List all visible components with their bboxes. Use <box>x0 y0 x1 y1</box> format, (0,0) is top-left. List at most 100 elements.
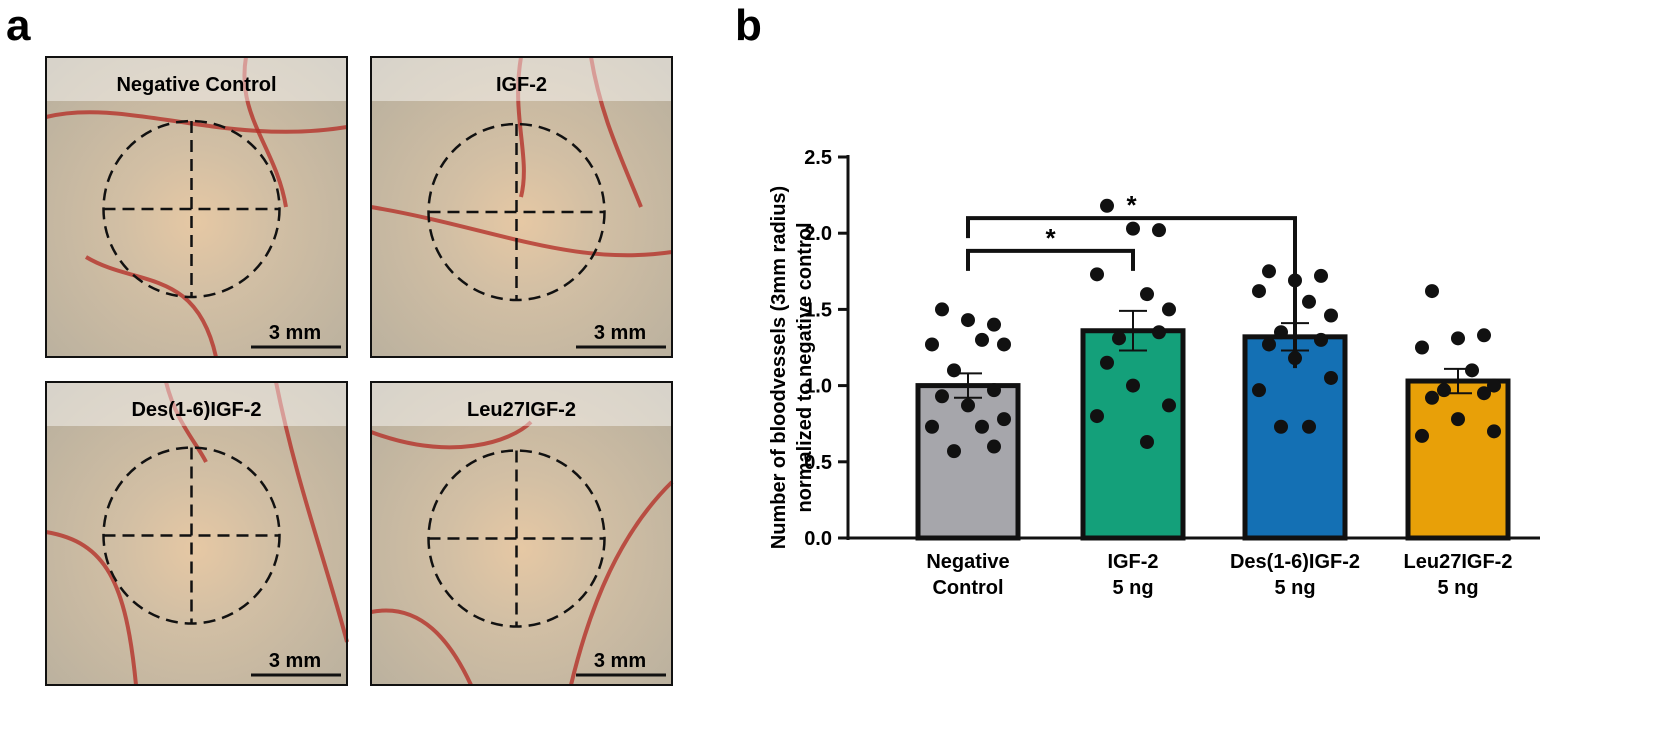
data-point <box>1425 284 1439 299</box>
title-band <box>46 382 347 426</box>
data-point <box>1252 383 1266 398</box>
y-tick-label: 1.5 <box>804 299 832 321</box>
vessel <box>242 56 288 208</box>
data-point <box>987 383 1001 398</box>
data-point <box>1487 424 1501 439</box>
photo-panel: Leu27IGF-2 3 mm <box>370 381 674 686</box>
vessel <box>370 420 533 450</box>
vessel <box>45 530 138 686</box>
data-point <box>987 317 1001 332</box>
data-point <box>1274 419 1288 434</box>
significance-bracket <box>966 248 1135 271</box>
y-tick-label: 0.5 <box>804 452 832 474</box>
x-tick-label: Control <box>932 577 1003 599</box>
data-point <box>1324 308 1338 323</box>
y-axis-label-line: Number of bloodvessels (3mm radius) <box>768 186 790 549</box>
data-point <box>1302 294 1316 309</box>
data-point <box>1162 302 1176 317</box>
data-point <box>1477 328 1491 343</box>
photo <box>46 57 347 357</box>
data-point <box>1274 325 1288 340</box>
y-tick-label: 1.0 <box>804 376 832 398</box>
photo-panel: Negative Control 3 mm <box>45 56 348 358</box>
data-point <box>1140 434 1154 449</box>
data-point <box>1415 428 1429 443</box>
photo-title: Des(1-6)IGF-2 <box>131 399 261 421</box>
data-point <box>925 419 939 434</box>
scale-label: 3 mm <box>594 650 646 672</box>
y-axis-label: Number of bloodvessels (3mm radius) norma… <box>768 186 816 549</box>
data-point <box>1451 331 1465 346</box>
y-tick-label: 0.0 <box>804 528 832 550</box>
photo <box>371 57 672 357</box>
significance-label: * <box>1045 223 1056 253</box>
data-point <box>1437 383 1451 398</box>
photo-title: Leu27IGF-2 <box>467 399 576 421</box>
photo-title: IGF-2 <box>496 74 547 96</box>
x-tick-label: IGF-2 <box>1107 551 1158 573</box>
data-point <box>961 398 975 413</box>
data-point <box>935 302 949 317</box>
data-point <box>975 419 989 434</box>
scale-label: 3 mm <box>594 322 646 344</box>
data-point <box>1302 419 1316 434</box>
x-tick-label: 5 ng <box>1112 577 1153 599</box>
data-point <box>1477 386 1491 401</box>
x-tick-label: Leu27IGF-2 <box>1404 551 1513 573</box>
data-point <box>1262 264 1276 279</box>
data-point <box>935 389 949 404</box>
data-point <box>1090 267 1104 282</box>
data-point <box>1126 378 1140 393</box>
data-point <box>1451 412 1465 427</box>
photo-panel: IGF-2 3 mm <box>370 56 673 358</box>
data-point <box>1314 268 1328 283</box>
data-point <box>987 439 1001 454</box>
data-point <box>975 332 989 347</box>
vessel <box>274 381 349 643</box>
data-point <box>1324 370 1338 385</box>
significance-label: * <box>1126 190 1137 220</box>
x-tick-label: Negative <box>926 551 1009 573</box>
y-tick-label: 2.0 <box>804 223 832 245</box>
vessel <box>370 608 473 686</box>
vessel <box>516 56 526 198</box>
x-tick-label: Des(1-6)IGF-2 <box>1230 551 1360 573</box>
vessel <box>84 255 218 358</box>
data-point <box>1162 398 1176 413</box>
data-point <box>961 313 975 328</box>
data-point <box>1140 287 1154 302</box>
data-point <box>947 444 961 459</box>
data-point <box>1252 284 1266 299</box>
x-tick-label: 5 ng <box>1274 577 1315 599</box>
data-point <box>1112 331 1126 346</box>
data-point <box>1152 325 1166 340</box>
data-point <box>1425 390 1439 405</box>
y-tick-label: 2.5 <box>804 147 832 169</box>
photo-border <box>45 381 348 686</box>
bar <box>1405 378 1511 541</box>
photo-title: Negative Control <box>116 74 276 96</box>
photo-border <box>45 56 348 358</box>
data-point <box>1090 409 1104 424</box>
vessel <box>569 480 674 686</box>
data-point <box>1262 337 1276 352</box>
data-point <box>1415 340 1429 355</box>
title-band <box>371 382 672 426</box>
photo-border <box>370 381 673 686</box>
photo-border <box>370 56 673 358</box>
panel-label: b <box>735 1 762 50</box>
data-point <box>1487 378 1501 393</box>
data-point <box>997 337 1011 352</box>
bar <box>1242 334 1348 541</box>
bar <box>1080 328 1186 541</box>
significance-bracket <box>966 216 1297 369</box>
vessel <box>370 205 673 258</box>
scale-label: 3 mm <box>269 322 321 344</box>
vessel <box>164 381 208 463</box>
data-point <box>1152 223 1166 238</box>
x-tick-label: 5 ng <box>1437 577 1478 599</box>
title-band <box>46 57 347 101</box>
panel-label: a <box>6 1 31 50</box>
vessel <box>589 56 643 208</box>
